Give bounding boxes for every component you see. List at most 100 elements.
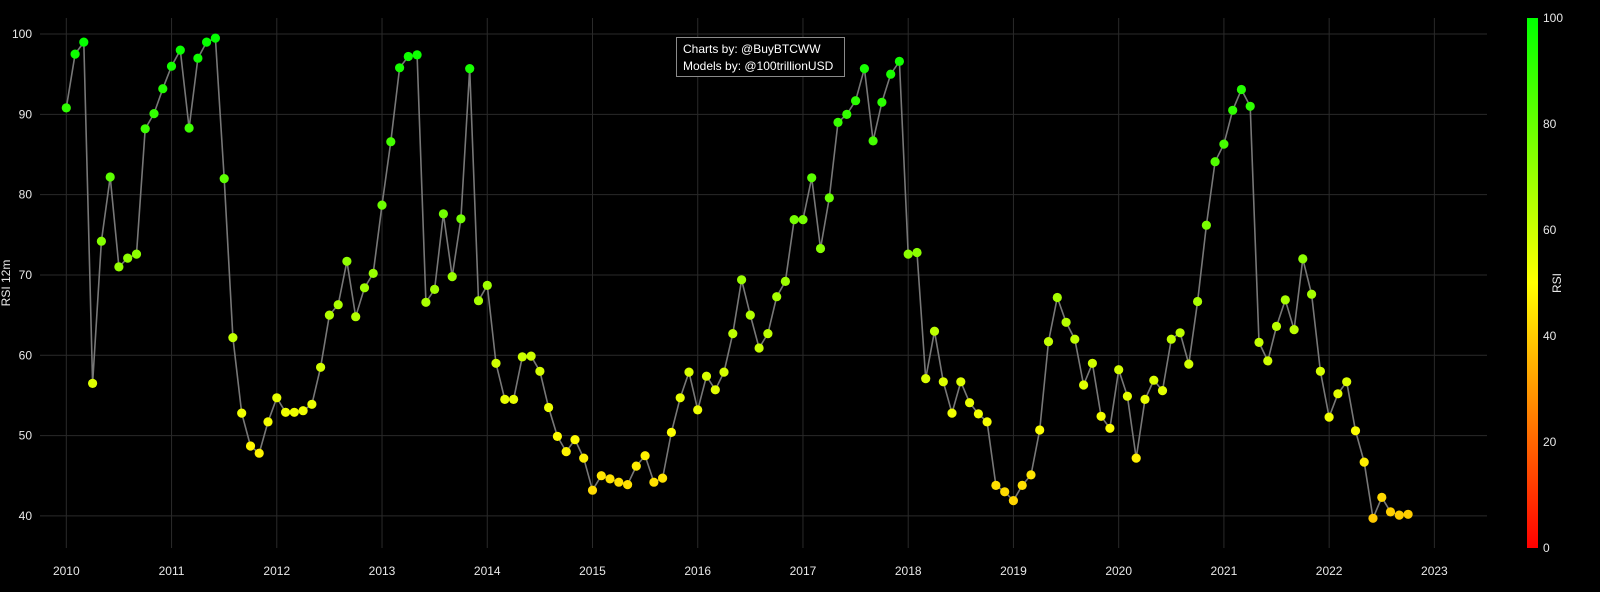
x-tick-label: 2017 xyxy=(790,564,817,578)
rsi-data-point xyxy=(798,215,808,225)
rsi-data-point xyxy=(596,471,606,481)
rsi-data-point xyxy=(675,393,685,403)
colorbar xyxy=(1527,18,1538,548)
rsi-data-point xyxy=(1210,157,1220,167)
rsi-data-point xyxy=(281,407,291,417)
rsi-data-point xyxy=(1289,325,1299,335)
rsi-data-point xyxy=(1096,411,1106,421)
rsi-series-line xyxy=(65,36,1409,522)
rsi-data-point xyxy=(745,310,755,320)
rsi-data-point xyxy=(421,297,431,307)
y-axis-title: RSI 12m xyxy=(0,260,13,307)
rsi-data-point xyxy=(763,329,773,339)
x-tick-label: 2014 xyxy=(474,564,501,578)
rsi-data-point xyxy=(1184,359,1194,369)
colorbar-tick-label: 40 xyxy=(1543,329,1557,343)
rsi-data-point xyxy=(316,362,326,372)
rsi-data-point xyxy=(886,69,896,79)
rsi-data-point xyxy=(105,172,115,182)
rsi-data-point xyxy=(1280,295,1290,305)
rsi-data-point xyxy=(640,451,650,461)
rsi-data-point xyxy=(447,272,457,282)
rsi-data-point xyxy=(377,200,387,210)
rsi-data-point xyxy=(789,215,799,225)
rsi-data-point xyxy=(1043,337,1054,347)
rsi-data-point xyxy=(728,329,738,339)
rsi-data-point xyxy=(737,275,747,285)
rsi-data-point xyxy=(1114,365,1124,375)
rsi-data-point xyxy=(1175,328,1185,338)
y-tick-label: 100 xyxy=(12,27,32,41)
rsi-data-point xyxy=(228,333,238,343)
rsi-data-point xyxy=(1140,394,1150,404)
rsi-data-point xyxy=(272,393,282,403)
rsi-data-point xyxy=(482,280,492,290)
rsi-data-point xyxy=(1035,425,1045,435)
rsi-data-point xyxy=(508,394,519,404)
rsi-data-point xyxy=(412,50,422,60)
x-tick-label: 2020 xyxy=(1105,564,1132,578)
credits-annotation: Charts by: @BuyBTCWW Models by: @100tril… xyxy=(676,37,845,77)
rsi-data-point xyxy=(912,247,922,258)
colorbar-ticks: 0 20 40 60 80 100 xyxy=(1543,11,1563,555)
rsi-data-point xyxy=(1000,487,1010,497)
rsi-data-point xyxy=(1201,220,1211,230)
rsi-data-point xyxy=(1333,389,1343,399)
x-tick-label: 2011 xyxy=(159,564,185,578)
x-tick-label: 2018 xyxy=(895,564,922,578)
rsi-data-point xyxy=(1403,509,1413,519)
rsi-data-point xyxy=(254,448,264,458)
rsi-data-point xyxy=(1061,317,1071,327)
rsi-data-point xyxy=(96,236,106,246)
rsi-data-point xyxy=(710,385,720,395)
rsi-data-point xyxy=(307,399,317,409)
rsi-data-point xyxy=(982,417,992,427)
rsi-data-point xyxy=(1219,139,1229,149)
colorbar-tick-label: 60 xyxy=(1543,223,1557,237)
rsi-data-point xyxy=(929,326,940,336)
rsi-data-point xyxy=(395,63,405,73)
grid-layer xyxy=(40,18,1487,548)
models-by-credit: Models by: @100trillionUSD xyxy=(683,59,834,73)
y-tick-label: 80 xyxy=(19,188,33,202)
rsi-data-point xyxy=(815,243,826,254)
rsi-data-point xyxy=(491,358,501,368)
series-line-layer xyxy=(65,36,1409,522)
rsi-data-point xyxy=(210,33,220,43)
y-tick-label: 40 xyxy=(19,509,33,523)
rsi-data-point xyxy=(517,352,527,362)
rsi-data-point xyxy=(403,51,413,62)
rsi-data-point xyxy=(544,402,554,413)
rsi-data-point xyxy=(324,310,334,320)
rsi-data-point xyxy=(166,61,177,71)
rsi-data-point xyxy=(1342,377,1352,387)
colorbar-tick-label: 20 xyxy=(1543,435,1557,449)
rsi-data-point xyxy=(70,49,80,59)
rsi-data-point xyxy=(1228,105,1238,115)
marker-layer xyxy=(61,33,1413,523)
rsi-data-point xyxy=(1394,510,1404,520)
rsi-data-point xyxy=(851,96,861,106)
rsi-data-point xyxy=(1377,492,1387,502)
rsi-data-point xyxy=(1157,386,1168,396)
x-tick-label: 2019 xyxy=(1000,564,1027,578)
rsi-data-point xyxy=(903,249,913,259)
rsi-data-point xyxy=(61,103,71,113)
rsi-data-point xyxy=(1026,470,1036,480)
rsi-data-point xyxy=(1368,513,1378,523)
rsi-data-point xyxy=(1271,321,1282,331)
rsi-data-point xyxy=(1105,423,1115,433)
rsi-data-point xyxy=(605,474,615,484)
rsi-data-point xyxy=(123,253,133,263)
x-tick-label: 2023 xyxy=(1421,564,1448,578)
rsi-data-point xyxy=(947,408,957,418)
colorbar-title: RSI xyxy=(1550,273,1564,293)
rsi-data-point xyxy=(237,408,247,418)
rsi-data-point xyxy=(535,366,545,376)
rsi-data-point xyxy=(965,398,975,408)
rsi-data-point xyxy=(526,351,536,361)
rsi-data-point xyxy=(333,300,343,310)
rsi-data-point xyxy=(973,409,984,419)
rsi-data-point xyxy=(1122,391,1132,401)
